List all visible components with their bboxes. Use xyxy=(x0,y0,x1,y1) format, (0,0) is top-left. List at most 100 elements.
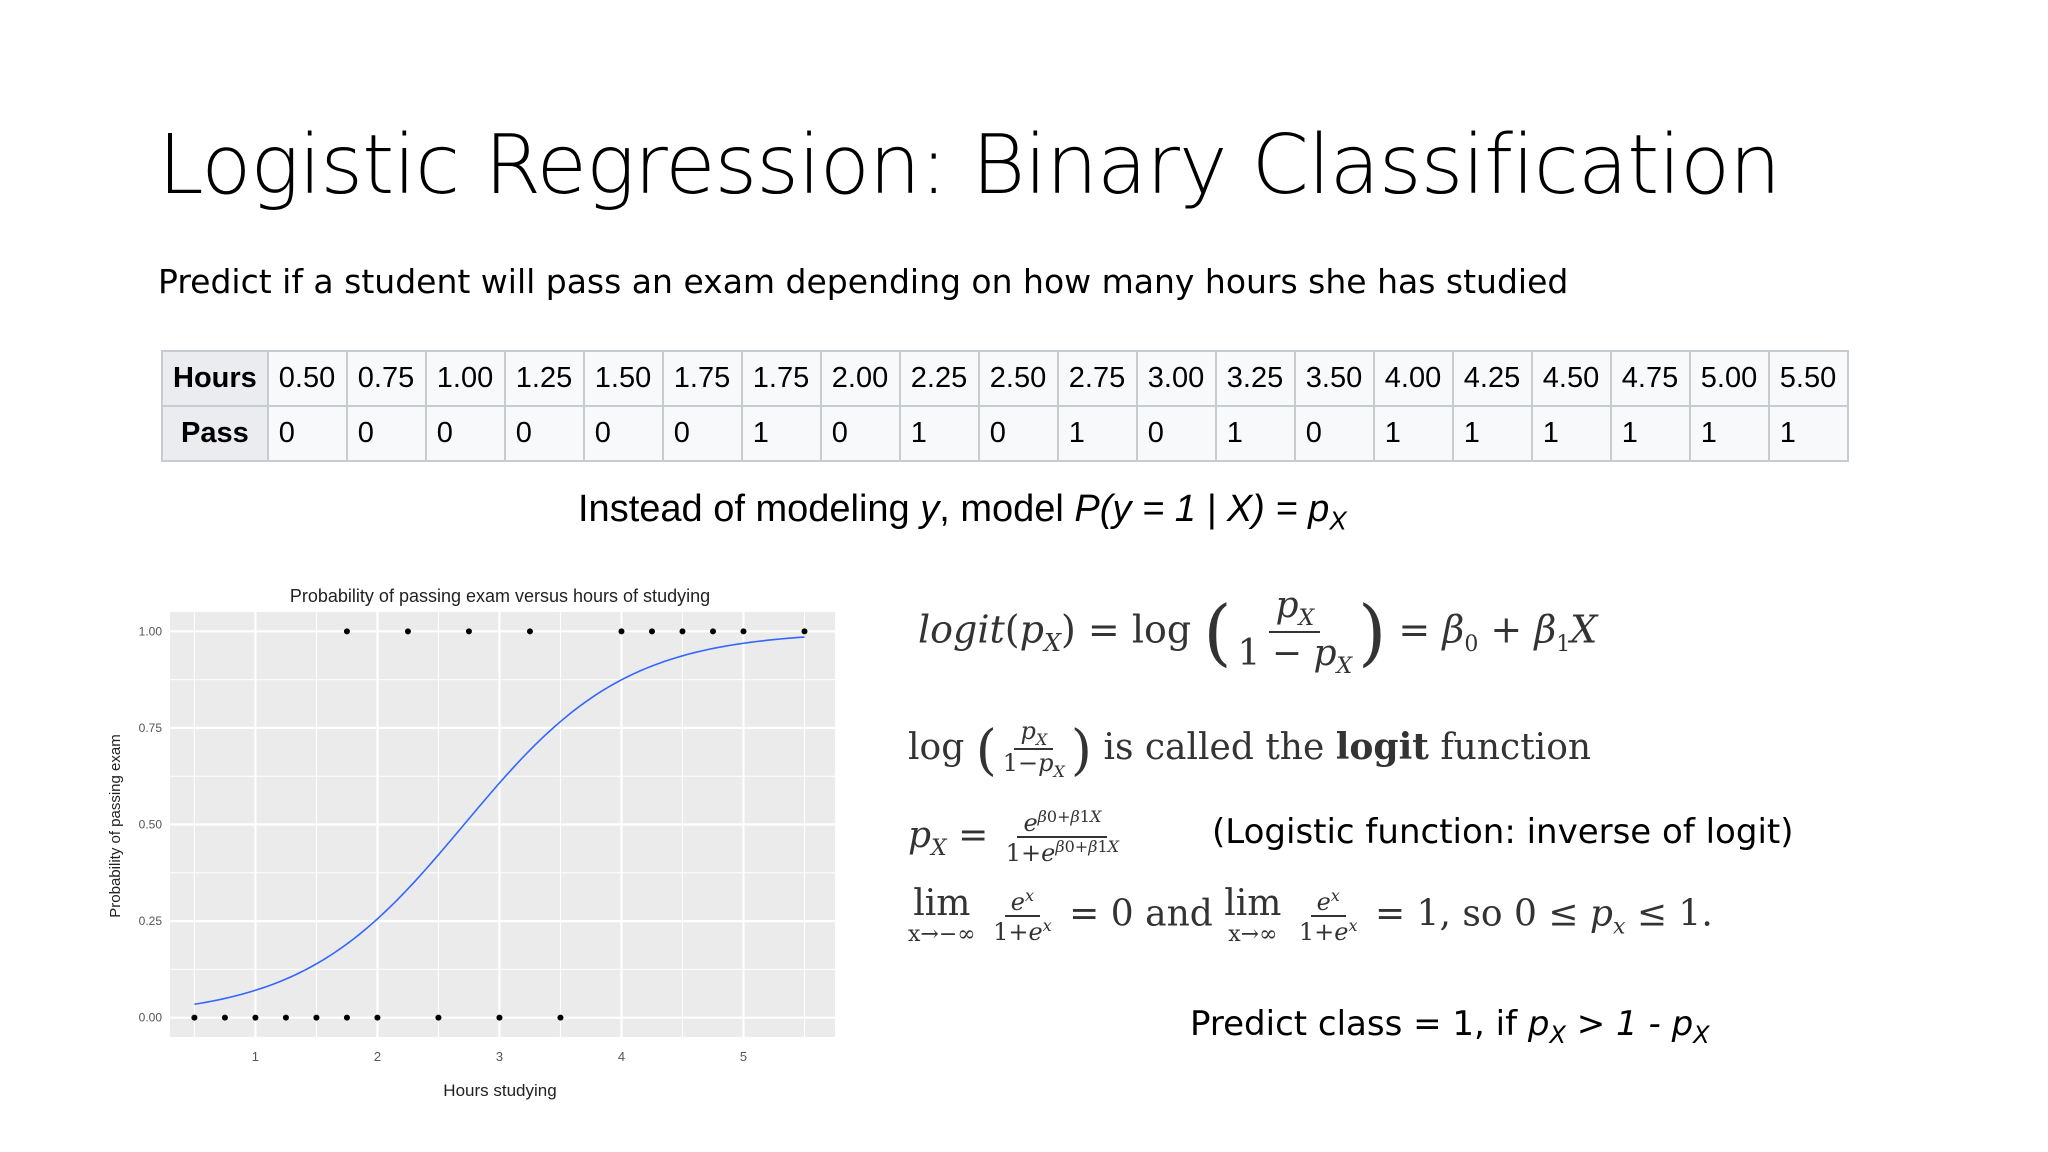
hours-cell: 1.75 xyxy=(740,350,822,407)
hours-cell: 2.25 xyxy=(898,350,980,407)
hours-cell: 5.50 xyxy=(1767,350,1849,407)
pass-cell: 1 xyxy=(1214,405,1296,462)
pass-cell: 0 xyxy=(345,405,427,462)
limits-equation: lim x→−∞ ex 1+ex = 0 and lim x→∞ ex 1+ex = 1… xyxy=(908,883,1713,948)
logit-equation: logit(pX) = log (pX 1 − pX) = β0 + β1X xyxy=(918,585,1598,680)
data-point xyxy=(526,628,533,635)
and-text: and xyxy=(1133,893,1225,935)
hours-cell: 4.25 xyxy=(1451,350,1533,407)
model-middle: , model xyxy=(939,488,1075,530)
data-point xyxy=(282,1014,289,1021)
data-point xyxy=(252,1014,259,1021)
hours-cell: 2.00 xyxy=(819,350,901,407)
predict-middle: > 1 - xyxy=(1565,1004,1672,1044)
data-point xyxy=(404,628,411,635)
predict-sub: X xyxy=(1549,1020,1566,1049)
model-prob: P(y = 1 | X) xyxy=(1074,488,1265,530)
y-tick-label: 0.00 xyxy=(139,1011,163,1025)
data-point xyxy=(191,1014,198,1021)
pass-cell: 0 xyxy=(1135,405,1217,462)
pass-cell: 1 xyxy=(1688,405,1770,462)
predict-prefix: Predict class = 1, if xyxy=(1190,1004,1528,1044)
pass-cell: 1 xyxy=(1372,405,1454,462)
model-prefix: Instead of modeling xyxy=(578,488,921,530)
hours-cell: 5.00 xyxy=(1688,350,1770,407)
predict-rule: Predict class = 1, if pX > 1 - pX xyxy=(1190,1004,1710,1049)
slide-subtitle: Predict if a student will pass an exam d… xyxy=(158,262,1569,301)
data-point xyxy=(709,628,716,635)
pass-cell: 0 xyxy=(819,405,901,462)
data-point xyxy=(679,628,686,635)
chart-ylabel: Probability of passing exam xyxy=(107,734,124,917)
lim-label-2: lim xyxy=(1224,883,1282,924)
predict-p2: p xyxy=(1671,1004,1694,1044)
predict-p: p xyxy=(1527,1004,1550,1044)
hours-pass-table: Hours 0.50 0.75 1.00 1.25 1.50 1.75 1.75 2.00 2.… xyxy=(161,350,1849,462)
hours-cell: 3.50 xyxy=(1293,350,1375,407)
chart-points xyxy=(191,628,808,1021)
y-tick-label: 0.75 xyxy=(139,721,163,735)
pass-cell: 1 xyxy=(898,405,980,462)
data-point xyxy=(221,1014,228,1021)
hours-header: Hours xyxy=(161,350,269,407)
x-tick-label: 3 xyxy=(496,1049,503,1064)
hours-cell: 4.50 xyxy=(1530,350,1612,407)
hours-cell: 4.75 xyxy=(1609,350,1691,407)
so-text: , so 0 ≤ xyxy=(1439,893,1590,935)
slide-title: Logistic Regression: Binary Classificati… xyxy=(158,118,1781,213)
data-point xyxy=(343,628,350,635)
data-point xyxy=(374,1014,381,1021)
log-label-2: log xyxy=(908,726,965,768)
pass-cell: 1 xyxy=(1530,405,1612,462)
pass-cell: 1 xyxy=(1451,405,1533,462)
logistic-equation: pX = eβ0+β1X 1+eβ0+β1X xyxy=(908,807,1120,868)
hours-cell: 2.75 xyxy=(1056,350,1138,407)
data-point xyxy=(435,1014,442,1021)
chart-grid xyxy=(170,612,835,1037)
model-y: y xyxy=(920,488,940,530)
pass-cell: 0 xyxy=(661,405,743,462)
pass-header: Pass xyxy=(161,405,269,462)
model-sub: X xyxy=(1329,505,1347,536)
y-tick-label: 1.00 xyxy=(139,624,163,638)
hours-cell: 1.25 xyxy=(503,350,585,407)
pass-cell: 1 xyxy=(1056,405,1138,462)
data-point xyxy=(740,628,747,635)
y-tick-label: 0.50 xyxy=(139,818,163,832)
model-statement: Instead of modeling y, model P(y = 1 | X… xyxy=(578,488,1347,537)
hours-cell: 1.00 xyxy=(424,350,506,407)
hours-row: Hours 0.50 0.75 1.00 1.25 1.50 1.75 1.75 2.00 2.… xyxy=(161,350,1849,407)
chart-xlabel: Hours studying xyxy=(443,1081,556,1100)
x-tick-label: 5 xyxy=(740,1049,747,1064)
called-text: is called the xyxy=(1092,726,1336,768)
y-tick-label: 0.25 xyxy=(139,914,163,928)
data-point xyxy=(557,1014,564,1021)
le-one-text: ≤ 1. xyxy=(1625,893,1713,935)
lim-neg: x→−∞ xyxy=(908,922,976,947)
pass-cell: 0 xyxy=(266,405,348,462)
pass-cell: 1 xyxy=(1767,405,1849,462)
hours-cell: 0.50 xyxy=(266,350,348,407)
predict-sub2: X xyxy=(1693,1020,1710,1049)
x-tick-label: 2 xyxy=(374,1049,381,1064)
hours-cell: 3.25 xyxy=(1214,350,1296,407)
logit-func-name: logit xyxy=(918,607,1005,652)
logistic-curve xyxy=(194,636,805,1006)
logistic-note: (Logistic function: inverse of logit) xyxy=(1212,812,1794,852)
model-equals: = p xyxy=(1264,488,1330,530)
x-tick-label: 1 xyxy=(252,1049,259,1064)
logit-definition: log (pX 1−pX) is called the logit functio… xyxy=(908,717,1592,782)
chart-ticks: 1 2 3 4 5 0.00 0.25 0.50 0.75 1.00 xyxy=(139,624,747,1064)
hours-cell: 1.50 xyxy=(582,350,664,407)
lim-pos: x→∞ xyxy=(1228,922,1278,947)
data-point xyxy=(313,1014,320,1021)
data-point xyxy=(496,1014,503,1021)
chart-title: Probability of passing exam versus hours… xyxy=(290,586,710,606)
data-point xyxy=(801,628,808,635)
lim-label-1: lim xyxy=(913,883,971,924)
hours-cell: 4.00 xyxy=(1372,350,1454,407)
x-tick-label: 4 xyxy=(618,1049,625,1064)
log-label: log xyxy=(1131,607,1192,652)
data-point xyxy=(465,628,472,635)
